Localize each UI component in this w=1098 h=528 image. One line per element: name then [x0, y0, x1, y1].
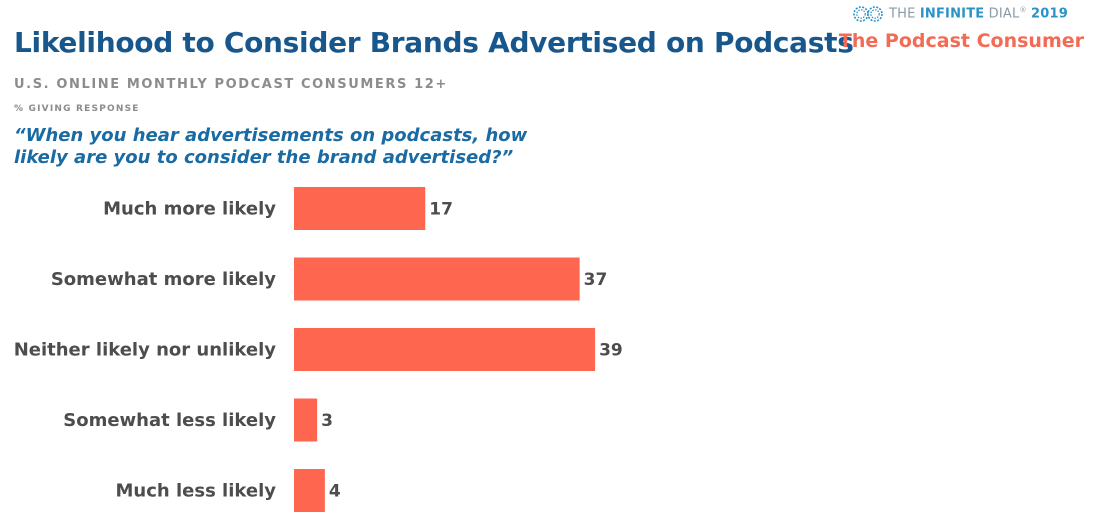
bar-2 — [294, 328, 596, 371]
chart-subtitle: U.S. ONLINE MONTHLY PODCAST CONSUMERS 12… — [14, 77, 448, 92]
category-label: Somewhat more likely — [51, 269, 276, 290]
infinity-rings-icon — [853, 6, 883, 22]
bar-1 — [294, 257, 580, 301]
survey-question: “When you hear advertisements on podcast… — [14, 125, 528, 168]
category-label: Somewhat less likely — [63, 410, 276, 431]
bar-chart: Much more likely 17 Somewhat more likely 37… — [14, 187, 623, 512]
value-label: 37 — [584, 270, 608, 290]
bar-4 — [294, 469, 325, 512]
category-label: Much less likely — [116, 481, 277, 502]
value-label: 4 — [329, 482, 341, 502]
section-name: The Podcast Consumer — [838, 30, 1084, 52]
category-label: Much more likely — [103, 199, 276, 220]
value-label: 39 — [599, 341, 623, 361]
response-note: % GIVING RESPONSE — [14, 104, 140, 114]
brand-logo: THE INFINITE DIAL® 2019 — [851, 5, 1068, 23]
category-label: Neither likely nor unlikely — [14, 340, 277, 361]
brand-name: THE INFINITE DIAL® 2019 — [888, 6, 1068, 22]
value-label: 17 — [429, 200, 453, 220]
bar-3 — [294, 398, 318, 442]
bar-0 — [294, 187, 426, 230]
page-title: Likelihood to Consider Brands Advertised… — [14, 26, 854, 59]
value-label: 3 — [321, 411, 333, 431]
